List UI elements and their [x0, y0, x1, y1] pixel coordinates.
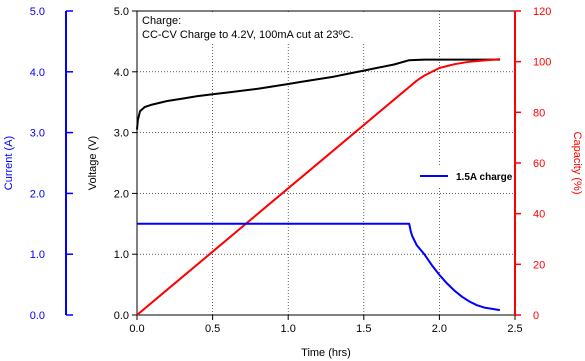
- capacity-axis: 0 20 40 60 80 100 120: [514, 6, 551, 322]
- current-tick-label: 1.0: [30, 249, 45, 261]
- grid-lines: [137, 11, 515, 315]
- voltage-axis-title: Voltage (V): [87, 136, 99, 190]
- series-lines: [136, 58, 501, 316]
- current-tick-label: 4.0: [30, 67, 45, 79]
- capacity-tick-label: 20: [533, 259, 545, 271]
- voltage-tick-label: 4.0: [114, 67, 129, 79]
- voltage-tick-label: 3.0: [114, 128, 129, 140]
- voltage-tick-label: 0.0: [114, 310, 129, 322]
- annotation-line-1: Charge:: [142, 15, 181, 27]
- voltage-axis: 0.0 1.0 2.0 3.0 4.0 5.0: [114, 6, 137, 322]
- voltage-line: [136, 58, 500, 130]
- current-axis: 0.0 1.0 2.0 3.0 4.0 5.0: [30, 6, 73, 322]
- current-tick-label: 0.0: [30, 310, 45, 322]
- current-tick-label: 5.0: [30, 6, 45, 18]
- current-axis-title: Current (A): [3, 136, 15, 190]
- current-tick-label: 3.0: [30, 128, 45, 140]
- legend-box: [412, 166, 502, 186]
- voltage-tick-label: 2.0: [114, 188, 129, 200]
- x-tick-label: 0.5: [205, 323, 220, 335]
- capacity-tick-label: 40: [533, 209, 545, 221]
- time-axis: 0.0 0.5 1.0 1.5 2.0 2.5: [129, 315, 523, 335]
- x-tick-label: 1.5: [356, 323, 371, 335]
- x-axis-title: Time (hrs): [301, 347, 351, 359]
- current-line: [137, 222, 501, 312]
- x-tick-label: 2.5: [507, 323, 522, 335]
- capacity-axis-title: Capacity (%): [571, 132, 583, 195]
- capacity-line: [136, 58, 500, 316]
- capacity-tick-label: 60: [533, 158, 545, 170]
- current-tick-label: 2.0: [30, 188, 45, 200]
- x-tick-label: 1.0: [281, 323, 296, 335]
- voltage-tick-label: 5.0: [114, 6, 129, 18]
- capacity-tick-label: 80: [533, 107, 545, 119]
- legend-label-1-5a: 1.5A charge: [456, 172, 513, 183]
- capacity-tick-label: 100: [533, 57, 551, 69]
- annotation-line-2: CC-CV Charge to 4.2V, 100mA cut at 23ºC.: [142, 29, 354, 41]
- capacity-tick-label: 120: [533, 6, 551, 18]
- x-tick-label: 2.0: [432, 323, 447, 335]
- annotation-box: [139, 13, 384, 44]
- x-tick-label: 0.0: [129, 323, 144, 335]
- capacity-tick-label: 0: [533, 310, 539, 322]
- voltage-tick-label: 1.0: [114, 249, 129, 261]
